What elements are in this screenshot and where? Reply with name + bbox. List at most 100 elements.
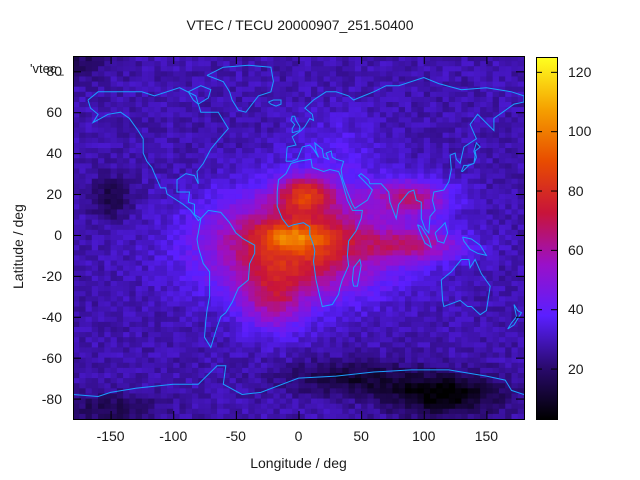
heatmap-cell [329, 352, 337, 359]
heatmap-cell [492, 204, 500, 210]
heatmap-cell [210, 229, 218, 236]
heatmap-cell [267, 86, 275, 93]
heatmap-cell [336, 316, 343, 323]
heatmap-cell [367, 71, 375, 78]
heatmap-cell [198, 367, 206, 374]
heatmap-cell [173, 408, 181, 415]
heatmap-cell [311, 86, 318, 93]
heatmap-cell [217, 398, 224, 405]
heatmap-cell [104, 219, 112, 226]
heatmap-cell [223, 61, 231, 67]
heatmap-cell [379, 142, 387, 149]
heatmap-cell [480, 183, 488, 190]
heatmap-cell [217, 214, 224, 221]
heatmap-cell [417, 91, 425, 98]
heatmap-cell [185, 337, 193, 343]
heatmap-cell [248, 142, 256, 149]
heatmap-cell [104, 199, 112, 205]
heatmap-cell [386, 270, 394, 277]
heatmap-cell [173, 398, 181, 405]
heatmap-cell [223, 413, 231, 419]
heatmap-cell [242, 393, 249, 400]
heatmap-cell [235, 270, 243, 277]
heatmap-cell [467, 127, 475, 134]
heatmap-cell [254, 137, 262, 144]
heatmap-cell [123, 367, 130, 374]
heatmap-cell [423, 132, 431, 139]
heatmap-cell [442, 316, 450, 323]
heatmap-cell [430, 378, 437, 384]
heatmap-cell [455, 367, 462, 374]
heatmap-cell [210, 56, 218, 62]
heatmap-cell [473, 137, 481, 144]
heatmap-cell [379, 352, 387, 359]
heatmap-cell [323, 362, 331, 369]
heatmap-cell [104, 76, 112, 83]
heatmap-cell [298, 306, 306, 313]
heatmap-cell [342, 275, 350, 282]
heatmap-cell [279, 388, 287, 395]
heatmap-cell [254, 153, 262, 159]
heatmap-cell [267, 117, 275, 124]
heatmap-cell [298, 71, 306, 78]
heatmap-cell [411, 148, 419, 154]
heatmap-cell [79, 250, 87, 256]
heatmap-cell [267, 362, 275, 369]
heatmap-cell [361, 148, 368, 154]
heatmap-cell [260, 311, 268, 318]
heatmap-cell [329, 102, 337, 108]
heatmap-cell [348, 378, 356, 384]
heatmap-cell [185, 127, 193, 134]
heatmap-cell [229, 332, 237, 338]
heatmap-cell [79, 291, 87, 297]
heatmap-cell [329, 255, 337, 262]
heatmap-cell [85, 153, 93, 159]
heatmap-cell [498, 240, 506, 246]
heatmap-cell [411, 209, 419, 216]
heatmap-cell [185, 112, 193, 118]
heatmap-cell [392, 61, 400, 67]
heatmap-cell [311, 122, 318, 129]
heatmap-cell [267, 398, 275, 405]
heatmap-cell [210, 398, 218, 405]
heatmap-cell [173, 219, 181, 226]
heatmap-cell [110, 260, 118, 267]
heatmap-cell [160, 393, 168, 400]
heatmap-cell [404, 403, 412, 410]
heatmap-cell [260, 280, 268, 287]
heatmap-cell [104, 265, 112, 272]
heatmap-cell [492, 280, 500, 287]
heatmap-cell [79, 245, 87, 251]
heatmap-cell [223, 393, 231, 400]
heatmap-cell [192, 163, 199, 170]
heatmap-cell [379, 86, 387, 93]
heatmap-cell [141, 280, 149, 287]
heatmap-cell [229, 378, 237, 384]
heatmap-cell [498, 107, 506, 113]
heatmap-cell [342, 229, 350, 236]
heatmap-cell [267, 270, 275, 277]
heatmap-cell [123, 347, 130, 354]
heatmap-cell [367, 76, 375, 83]
heatmap-cell [160, 168, 168, 175]
heatmap-cell [98, 132, 105, 139]
heatmap-cell [154, 214, 162, 221]
heatmap-cell [329, 337, 337, 343]
heatmap-cell [473, 342, 481, 349]
heatmap-cell [342, 265, 350, 272]
heatmap-cell [292, 413, 300, 419]
heatmap-cell [361, 301, 368, 308]
heatmap-cell [129, 148, 137, 154]
heatmap-cell [260, 229, 268, 236]
heatmap-cell [461, 199, 469, 205]
heatmap-cell [442, 214, 450, 221]
heatmap-cell [323, 204, 331, 210]
heatmap-cell [141, 408, 149, 415]
heatmap-cell [417, 265, 425, 272]
heatmap-cell [110, 342, 118, 349]
heatmap-cell [298, 142, 306, 149]
heatmap-cell [505, 245, 513, 251]
heatmap-cell [423, 326, 431, 333]
heatmap-cell [411, 91, 419, 98]
heatmap-cell [235, 173, 243, 180]
